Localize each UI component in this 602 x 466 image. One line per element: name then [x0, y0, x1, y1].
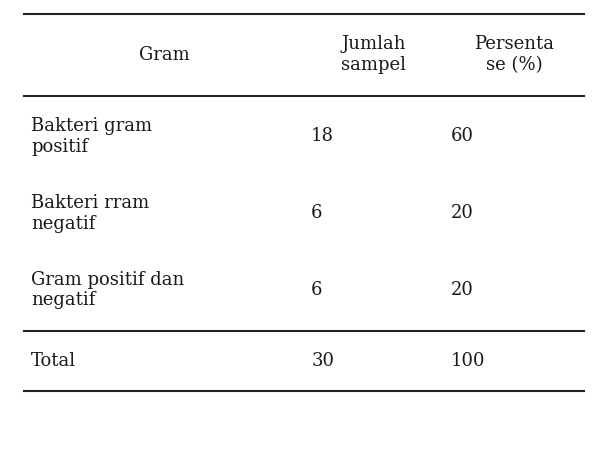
Text: Total: Total — [31, 352, 76, 370]
Text: 20: 20 — [452, 281, 474, 299]
Text: Bakteri rram
negatif: Bakteri rram negatif — [31, 194, 149, 233]
Text: 100: 100 — [452, 352, 486, 370]
Text: Jumlah
sampel: Jumlah sampel — [341, 35, 406, 74]
Text: Bakteri gram
positif: Bakteri gram positif — [31, 117, 152, 156]
Text: 20: 20 — [452, 204, 474, 222]
Text: 60: 60 — [452, 127, 474, 145]
Text: Gram positif dan
negatif: Gram positif dan negatif — [31, 271, 185, 309]
Text: 18: 18 — [311, 127, 334, 145]
Text: 6: 6 — [311, 281, 323, 299]
Text: 6: 6 — [311, 204, 323, 222]
Text: 30: 30 — [311, 352, 334, 370]
Text: Persenta
se (%): Persenta se (%) — [474, 35, 554, 74]
Text: Gram: Gram — [138, 46, 190, 64]
